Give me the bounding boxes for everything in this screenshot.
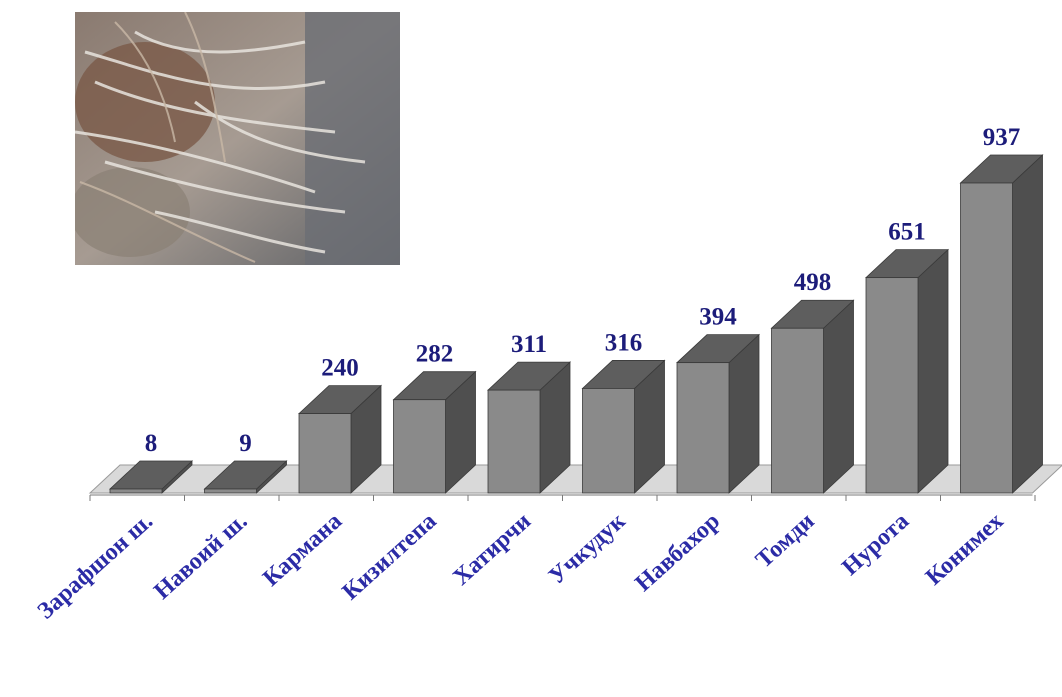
value-label: 240 (321, 355, 359, 382)
value-label: 498 (794, 269, 832, 296)
bar-front (865, 277, 919, 494)
value-label: 311 (511, 331, 547, 358)
value-label: 651 (888, 219, 926, 246)
bar-side (917, 248, 949, 494)
category-label: Кармана (258, 508, 347, 592)
category-label: Конимех (921, 508, 1009, 590)
bar-2 (203, 460, 288, 494)
bar-front (487, 389, 541, 494)
value-label: 937 (983, 124, 1021, 151)
bar-6 (581, 359, 666, 494)
value-label: 8 (145, 430, 158, 457)
bar-side (1012, 154, 1043, 494)
fur-photo (75, 12, 400, 265)
category-label: Навоий ш. (149, 508, 252, 605)
category-label: Хатирчи (448, 508, 536, 591)
bar-5 (486, 361, 572, 494)
bar-front (298, 413, 352, 494)
value-label: 316 (605, 329, 643, 356)
bar-front (393, 399, 446, 494)
bar-10 (959, 154, 1044, 494)
bar-4 (392, 370, 477, 494)
category-label: Учкудук (544, 508, 631, 590)
chart-value-labels: 8 9 240 282 311 316 394 498 651 937 (145, 124, 1021, 457)
bar-8 (770, 299, 855, 494)
value-label: 9 (239, 430, 252, 457)
fur-photo-image (75, 12, 400, 265)
category-label: Кизилтепа (338, 508, 442, 605)
chart-bars (108, 154, 1044, 494)
bar-7 (675, 333, 761, 494)
bar-front (109, 488, 163, 494)
category-label: Зарафшон ш. (33, 508, 158, 624)
bar-front (582, 388, 635, 494)
bar-9 (864, 248, 950, 494)
value-label: 394 (699, 304, 737, 331)
bar-front (676, 362, 730, 494)
bar-front (204, 488, 257, 494)
bar-3 (297, 384, 383, 494)
bar-front (771, 327, 824, 494)
value-label: 282 (416, 341, 454, 368)
bar-front (960, 182, 1013, 494)
category-label: Нурота (837, 508, 914, 581)
bar-1 (108, 460, 194, 494)
category-label: Томди (751, 508, 820, 573)
bar-side (823, 299, 854, 494)
category-label: Навбахор (631, 508, 725, 597)
